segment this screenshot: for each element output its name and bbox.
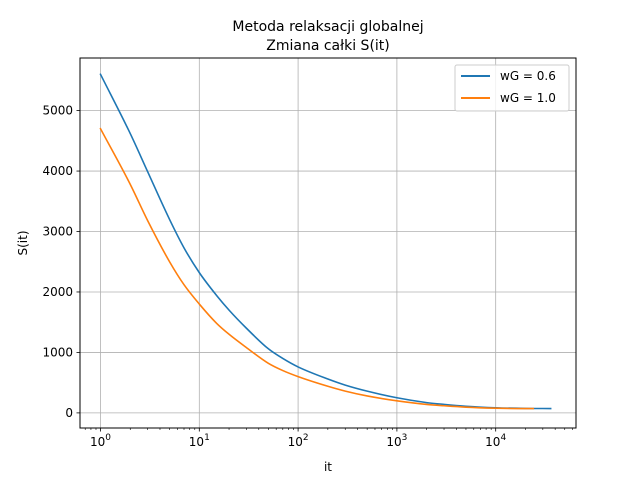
series-line-0	[99, 73, 552, 410]
x-tick-label-3: 103	[386, 433, 407, 449]
series-line-1	[99, 127, 535, 410]
x-tick-label-0: 100	[90, 433, 111, 449]
x-tick-label-1: 101	[189, 433, 210, 449]
legend: wG = 0.6 wG = 1.0	[454, 64, 570, 112]
y-tick-label-5: 5000	[42, 104, 73, 118]
legend-label-wg-10: wG = 1.0	[500, 91, 556, 105]
x-tick-label-4: 104	[485, 433, 506, 449]
grid	[80, 58, 576, 428]
y-tick-label-0: 0	[65, 406, 73, 420]
series-layer	[99, 73, 552, 410]
chart-title: Metoda relaksacji globalnej	[232, 19, 423, 35]
ticks: 100 101 102 103 104 0 1000 2000 3000 4000 5000	[42, 104, 573, 449]
y-tick-label-3: 3000	[42, 225, 73, 239]
x-tick-label-2: 102	[288, 433, 309, 449]
y-tick-label-4: 4000	[42, 164, 73, 178]
y-tick-label-2: 2000	[42, 285, 73, 299]
y-tick-label-1: 1000	[42, 345, 73, 359]
chart-subtitle: Zmiana całki S(it)	[266, 38, 390, 54]
plot-frame	[79, 57, 577, 429]
y-axis-label: S(it)	[16, 230, 30, 255]
x-axis-label: it	[324, 460, 332, 474]
legend-label-wg-06: wG = 0.6	[500, 69, 556, 83]
